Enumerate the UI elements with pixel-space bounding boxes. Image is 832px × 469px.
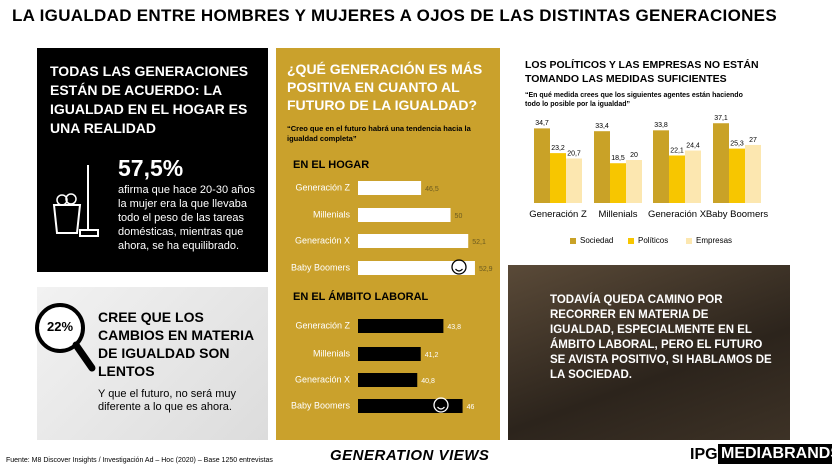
cleaning-icon <box>52 165 99 237</box>
legend-swatch <box>628 238 634 244</box>
stat: 22% <box>46 319 74 334</box>
smiley <box>433 397 449 413</box>
value-label: 27 <box>749 137 757 144</box>
value-label: 24,4 <box>686 142 700 149</box>
bar <box>713 123 729 203</box>
bar <box>358 208 451 222</box>
smiley <box>437 406 445 410</box>
bar <box>669 155 685 203</box>
bar <box>358 181 422 195</box>
value-label: 40,8 <box>421 378 435 385</box>
chart-title: LOS POLÍTICOS Y LAS EMPRESAS NO ESTÁN TO… <box>525 59 759 85</box>
brand: GENERATION VIEWS <box>330 447 490 464</box>
bar <box>685 150 701 203</box>
panel-heading: TODAS LAS GENERACIONES ESTÁN DE ACUERDO:… <box>50 63 249 136</box>
chart-title: EN EL ÁMBITO LABORAL <box>293 290 429 303</box>
category-label: Generación X <box>647 209 707 220</box>
value-label: 18,5 <box>611 155 625 162</box>
value-label: 25,3 <box>730 140 744 147</box>
category-label: Baby Boomers <box>705 209 769 220</box>
value-label: 43,8 <box>447 324 461 331</box>
value-label: 20,7 <box>567 150 581 157</box>
panel-heading: CREE QUE LOS CAMBIOS EN MATERIA DE IGUAL… <box>98 309 254 379</box>
category-label: Millenials <box>313 209 351 219</box>
panel-text: afirma que hace 20-30 años la mujer era … <box>118 184 255 252</box>
panel-heading: ¿QUÉ GENERACIÓN ES MÁS POSITIVA EN CUANT… <box>287 61 483 113</box>
bar <box>358 261 475 275</box>
logo-right: MEDIABRANDS <box>718 444 832 464</box>
category-label: Baby Boomers <box>291 400 351 410</box>
panel-subtitle: “Creo que en el futuro habrá una tendenc… <box>287 124 471 143</box>
category-label: Generación Z <box>295 320 350 330</box>
category-label: Millenials <box>598 209 638 220</box>
bar <box>358 234 469 248</box>
page-title: LA IGUALDAD ENTRE HOMBRES Y MUJERES A OJ… <box>12 6 777 25</box>
category-label: Baby Boomers <box>291 262 351 272</box>
bar <box>358 347 421 361</box>
panel-text: Y que el futuro, no será muy diferente a… <box>98 388 236 413</box>
bar <box>653 130 669 203</box>
bar <box>594 131 610 203</box>
category-label: Generación Z <box>295 182 350 192</box>
value-label: 34,7 <box>535 120 549 127</box>
legend-label: Sociedad <box>580 236 613 245</box>
category-label: Generación X <box>295 374 350 384</box>
value-label: 33,8 <box>654 122 668 129</box>
legend-label: Políticos <box>638 236 668 245</box>
bar <box>566 158 582 203</box>
bar <box>550 153 566 203</box>
value-label: 33,4 <box>595 123 609 130</box>
bar <box>626 160 642 203</box>
value-label: 23,2 <box>551 145 565 152</box>
magnifier-icon <box>35 303 96 372</box>
panel-text: TODAVÍA QUEDA CAMINO POR RECORRER EN MAT… <box>550 294 772 381</box>
value-label: 41,2 <box>425 352 439 359</box>
smiley <box>451 259 467 275</box>
value-label: 46,5 <box>425 186 439 193</box>
value-label: 52,1 <box>472 239 486 246</box>
panel-hogar <box>37 48 268 272</box>
legend-label: Empresas <box>696 236 732 245</box>
bar <box>610 163 626 203</box>
value-label: 37,1 <box>714 115 728 122</box>
legend-swatch <box>686 238 692 244</box>
smiley <box>455 268 463 272</box>
chart-title: EN EL HOGAR <box>293 159 369 171</box>
value-label: 50 <box>455 213 463 220</box>
stat: 57,5% <box>118 155 184 181</box>
logo-left: IPG <box>690 446 718 463</box>
source: Fuente: M8 Discover Insights / Investiga… <box>6 457 273 464</box>
bar <box>358 373 418 387</box>
bar <box>358 319 444 333</box>
panel-camino <box>508 265 790 440</box>
legend-swatch <box>570 238 576 244</box>
bar <box>534 128 550 203</box>
value-label: 22,1 <box>670 147 684 154</box>
category-label: Generación X <box>295 235 350 245</box>
bar <box>745 144 761 203</box>
bar <box>729 148 745 203</box>
chart-subtitle: “En qué medida crees que los siguientes … <box>525 92 743 108</box>
value-label: 52,9 <box>479 266 493 273</box>
category-label: Millenials <box>313 348 351 358</box>
value-label: 46 <box>467 404 475 411</box>
value-label: 20 <box>630 152 638 159</box>
category-label: Generación Z <box>529 209 587 220</box>
